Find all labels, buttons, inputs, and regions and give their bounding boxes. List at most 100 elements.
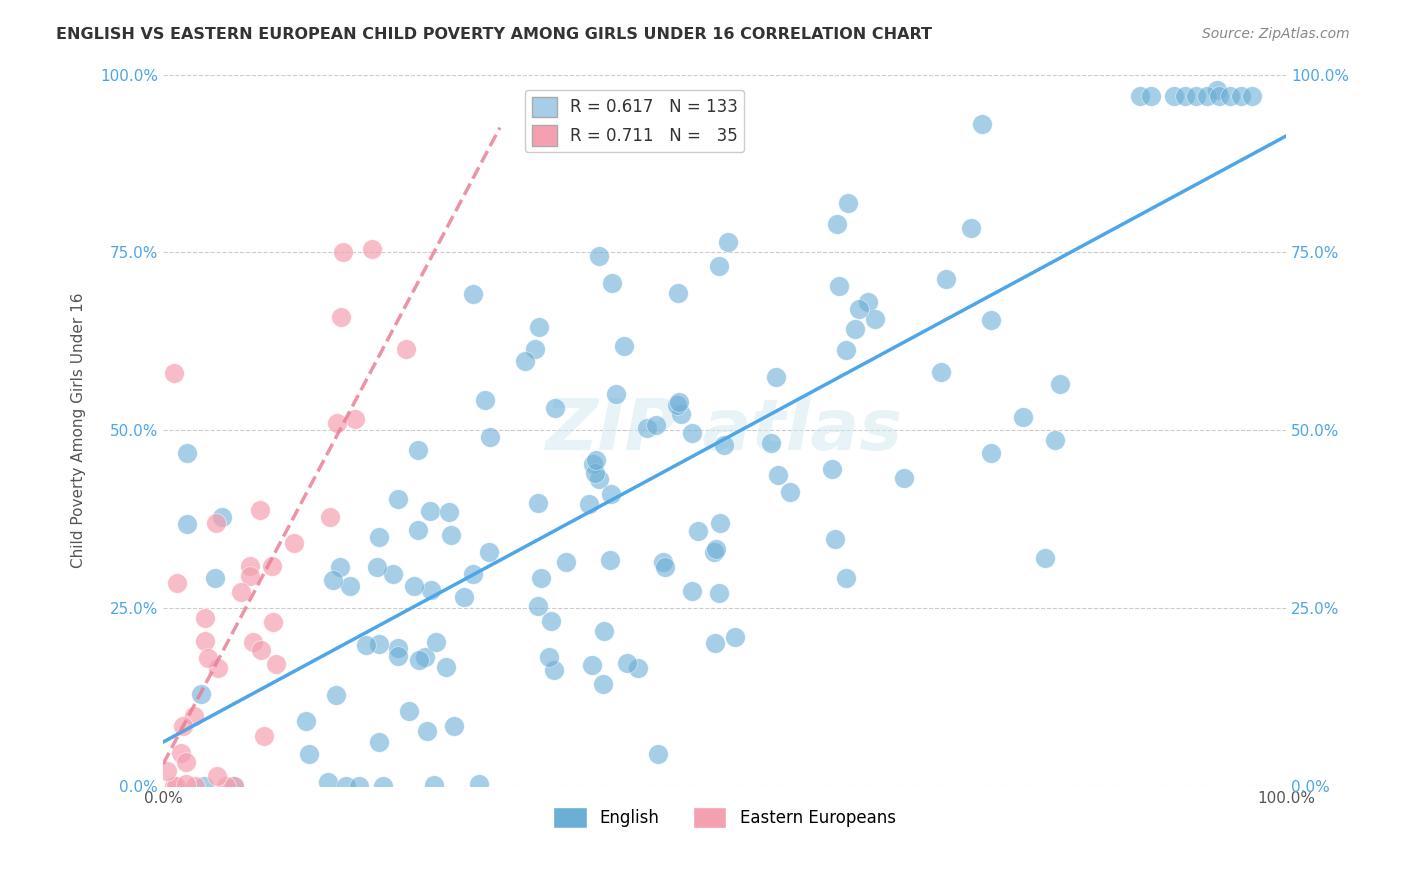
Point bbox=[1197, 88, 1219, 103]
Point bbox=[165, 779, 187, 793]
Point bbox=[406, 443, 429, 458]
Point bbox=[1049, 377, 1071, 392]
Point bbox=[325, 688, 347, 702]
Point bbox=[238, 569, 260, 583]
Point bbox=[929, 365, 952, 379]
Y-axis label: Child Poverty Among Girls Under 16: Child Poverty Among Girls Under 16 bbox=[72, 293, 86, 568]
Point bbox=[724, 630, 747, 644]
Point bbox=[443, 719, 465, 733]
Point bbox=[163, 779, 186, 793]
Point bbox=[335, 779, 357, 793]
Point bbox=[980, 446, 1002, 460]
Point bbox=[581, 658, 603, 673]
Point bbox=[422, 778, 444, 792]
Point bbox=[298, 747, 321, 761]
Point bbox=[166, 576, 188, 591]
Point bbox=[347, 779, 370, 793]
Point bbox=[828, 278, 851, 293]
Point bbox=[668, 395, 690, 409]
Point bbox=[980, 313, 1002, 327]
Point bbox=[1140, 88, 1163, 103]
Point bbox=[222, 779, 245, 793]
Point bbox=[592, 676, 614, 690]
Point bbox=[588, 249, 610, 263]
Point bbox=[190, 687, 212, 701]
Point bbox=[194, 610, 217, 624]
Point bbox=[704, 542, 727, 557]
Point bbox=[581, 457, 603, 471]
Point bbox=[935, 271, 957, 285]
Point bbox=[600, 486, 623, 500]
Point bbox=[163, 366, 186, 380]
Point bbox=[387, 648, 409, 663]
Point bbox=[616, 657, 638, 671]
Point bbox=[766, 468, 789, 483]
Point bbox=[415, 724, 437, 739]
Point bbox=[863, 312, 886, 326]
Point bbox=[197, 651, 219, 665]
Point bbox=[368, 735, 391, 749]
Point bbox=[599, 553, 621, 567]
Point bbox=[437, 505, 460, 519]
Point bbox=[332, 245, 354, 260]
Point bbox=[176, 755, 198, 769]
Point bbox=[578, 498, 600, 512]
Point bbox=[1163, 88, 1185, 103]
Point bbox=[361, 242, 384, 256]
Point bbox=[170, 746, 193, 760]
Point bbox=[893, 470, 915, 484]
Point bbox=[413, 650, 436, 665]
Point bbox=[322, 573, 344, 587]
Point bbox=[527, 320, 550, 334]
Point bbox=[205, 516, 228, 531]
Point bbox=[703, 545, 725, 559]
Point bbox=[249, 502, 271, 516]
Point bbox=[1045, 434, 1067, 448]
Point bbox=[626, 661, 648, 675]
Point bbox=[654, 559, 676, 574]
Point bbox=[1174, 88, 1197, 103]
Point bbox=[382, 566, 405, 581]
Point bbox=[474, 392, 496, 407]
Point bbox=[651, 555, 673, 569]
Point bbox=[592, 624, 614, 638]
Point bbox=[709, 516, 731, 530]
Point bbox=[205, 768, 228, 782]
Point bbox=[343, 412, 366, 426]
Point bbox=[283, 536, 305, 550]
Point bbox=[453, 590, 475, 604]
Point bbox=[402, 579, 425, 593]
Point bbox=[636, 420, 658, 434]
Point bbox=[419, 504, 441, 518]
Point bbox=[207, 661, 229, 675]
Point bbox=[1208, 88, 1230, 103]
Text: Source: ZipAtlas.com: Source: ZipAtlas.com bbox=[1202, 27, 1350, 41]
Point bbox=[825, 217, 848, 231]
Point bbox=[600, 276, 623, 290]
Point bbox=[368, 637, 391, 651]
Point bbox=[262, 615, 284, 629]
Point bbox=[668, 285, 690, 300]
Point bbox=[468, 776, 491, 790]
Point bbox=[176, 446, 198, 460]
Point bbox=[585, 452, 607, 467]
Point bbox=[688, 524, 710, 538]
Point bbox=[319, 510, 342, 524]
Point bbox=[837, 195, 859, 210]
Point bbox=[681, 583, 703, 598]
Point bbox=[184, 779, 207, 793]
Point bbox=[669, 407, 692, 421]
Point bbox=[174, 777, 197, 791]
Point bbox=[835, 571, 858, 585]
Point bbox=[425, 635, 447, 649]
Point bbox=[295, 714, 318, 729]
Point bbox=[681, 426, 703, 441]
Point bbox=[707, 586, 730, 600]
Point bbox=[318, 774, 340, 789]
Point bbox=[526, 599, 548, 614]
Point bbox=[821, 462, 844, 476]
Point bbox=[605, 386, 627, 401]
Point bbox=[530, 571, 553, 585]
Point bbox=[666, 398, 689, 412]
Legend: English, Eastern Europeans: English, Eastern Europeans bbox=[547, 801, 903, 834]
